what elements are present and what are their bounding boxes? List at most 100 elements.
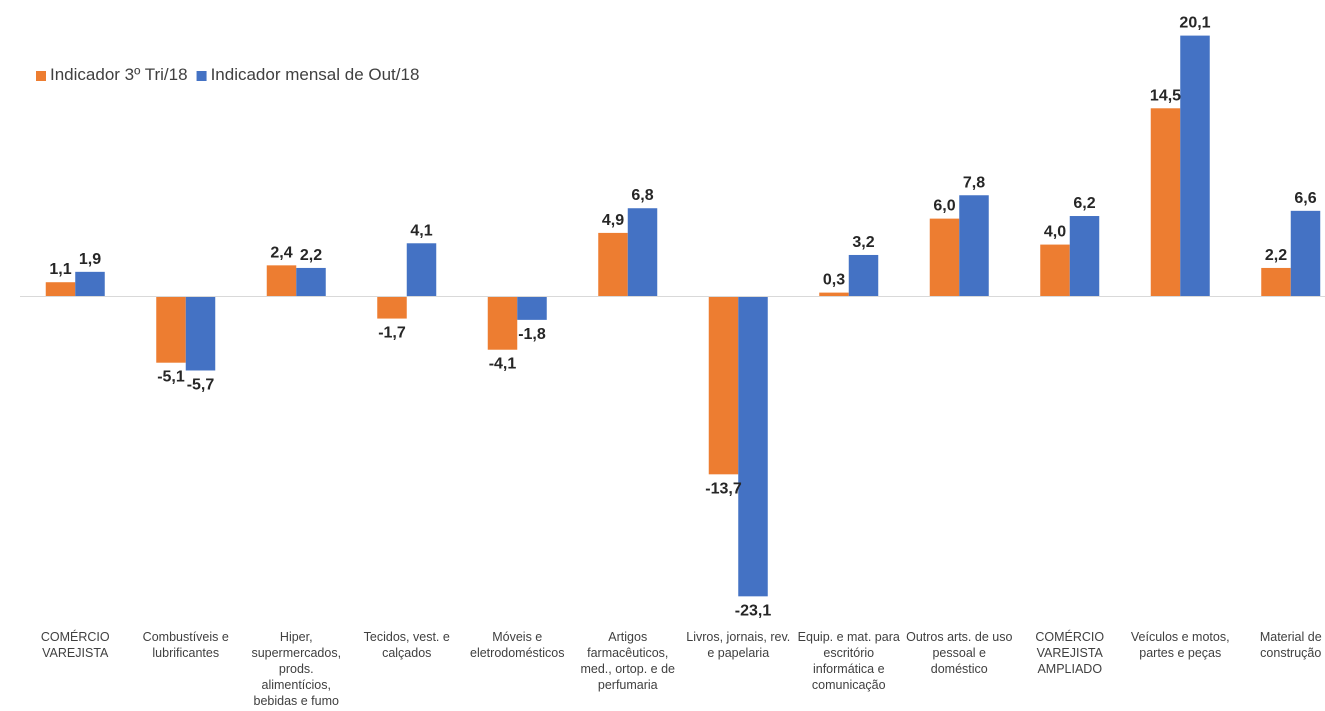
bar-s0-c4 [487,296,518,350]
bar-s0-c3 [377,296,407,319]
category-label-8-line-1: pessoal e [932,646,986,660]
data-label-s0-c4: -4,1 [489,356,517,373]
bar-s0-c0 [45,282,76,297]
data-label-s0-c8: 6,0 [933,198,955,215]
bar-s1-c8 [959,195,989,297]
category-label-0: COMÉRCIO VAREJISTA [41,629,110,660]
category-label-11-line-1: construção [1260,646,1321,660]
category-label-8-line-2: doméstico [931,662,988,676]
data-label-s0-c11: 2,2 [1265,247,1287,264]
legend: Indicador 3º Tri/18 Indicador mensal de O… [36,65,419,84]
category-label-6-line-1: e papelaria [707,646,769,660]
bar-s1-c9 [1069,216,1100,297]
category-label-2-line-2: prods. [279,662,314,676]
bar-s0-c11 [1261,267,1291,297]
category-label-1: Combustíveis e lubrificantes [143,630,229,660]
category-label-5-line-3: perfumaria [598,678,658,692]
bar-s1-c4 [517,296,547,320]
category-label-9-line-1: VAREJISTA [1037,646,1104,660]
bar-s1-c3 [406,243,437,297]
bar-s1-c10 [1180,35,1210,297]
bar-s1-c0 [75,271,105,297]
category-label-8: Outros arts. de uso pessoal e doméstico [906,630,1012,676]
data-label-s1-c2: 2,2 [300,247,322,264]
category-label-6: Livros, jornais, rev. e papelaria [686,630,790,660]
data-label-s0-c2: 2,4 [270,244,292,261]
bar-s1-c2 [296,267,326,297]
data-label-s1-c8: 7,8 [963,174,985,191]
bar-s1-c5 [627,208,658,297]
category-label-5: Artigos farmacêuticos, med., ortop. e de pe… [580,630,675,692]
category-labels: COMÉRCIO VAREJISTA Combustíveis e lubrifica… [41,629,1322,708]
category-label-7-line-0: Equip. e mat. para [798,630,900,644]
category-label-11: Material de construção [1260,630,1322,660]
category-label-11-line-0: Material de [1260,630,1322,644]
bar-s0-c1 [156,296,186,363]
category-label-3: Tecidos, vest. e calçados [364,630,450,660]
category-label-1-line-1: lubrificantes [152,646,219,660]
legend-swatch-0 [36,71,46,81]
data-label-s1-c7: 3,2 [852,234,874,251]
legend-label-0: Indicador 3º Tri/18 [50,65,188,84]
data-label-s1-c9: 6,2 [1073,195,1095,212]
bar-s1-c7 [848,254,879,297]
category-label-3-line-1: calçados [382,646,431,660]
category-label-3-line-0: Tecidos, vest. e [364,630,450,644]
data-labels: 1,1 1,9 -5,1 -5,7 2,4 2,2 -1,7 4,1 -4,1-1,8 4,9 6,… [49,15,1316,620]
category-label-2-line-1: supermercados, [251,646,341,660]
category-label-7-line-3: comunicação [812,678,886,692]
data-label-s1-c5: 6,8 [631,187,653,204]
category-label-7: Equip. e mat. para escritório informática … [798,630,900,692]
category-label-5-line-1: farmacêuticos, [587,646,668,660]
category-label-10: Veículos e motos, partes e peças [1131,630,1230,660]
bars [45,35,1321,597]
category-label-5-line-0: Artigos [608,630,647,644]
category-label-9: COMÉRCIO VAREJISTA AMPLIADO [1035,629,1104,676]
data-label-s1-c0: 1,9 [79,251,101,268]
category-label-2-line-0: Hiper, [280,630,313,644]
data-label-s0-c5: 4,9 [602,212,624,229]
legend-label-1: Indicador mensal de Out/18 [211,65,420,84]
data-label-s1-c3: 4,1 [410,222,432,239]
data-label-s0-c3: -1,7 [378,325,406,342]
bar-s1-c11 [1290,210,1321,297]
bar-s0-c10 [1150,108,1181,297]
category-label-6-line-0: Livros, jornais, rev. [686,630,790,644]
category-label-7-line-1: escritório [823,646,874,660]
category-label-4-line-0: Móveis e [492,630,542,644]
data-label-s1-c6: -23,1 [735,602,772,619]
data-label-s0-c7: 0,3 [823,272,845,289]
bar-s0-c8 [929,218,960,297]
data-label-s0-c10: 14,5 [1150,87,1181,104]
category-label-0-line-1: VAREJISTA [42,646,109,660]
data-label-s1-c4: -1,8 [518,326,546,343]
legend-swatch-1 [196,71,207,81]
category-label-10-line-0: Veículos e motos, [1131,630,1230,644]
category-label-7-line-2: informática e [813,662,885,676]
category-label-2-line-4: bebidas e fumo [254,694,340,708]
category-label-10-line-1: partes e peças [1139,646,1221,660]
category-label-9-line-2: AMPLIADO [1037,662,1102,676]
data-label-s1-c10: 20,1 [1179,15,1210,32]
data-label-s0-c9: 4,0 [1044,224,1066,241]
bar-s0-c9 [1040,244,1070,297]
data-label-s0-c6: -13,7 [705,480,742,497]
bar-s0-c2 [266,265,297,297]
bar-s0-c7 [819,292,849,297]
category-label-1-line-0: Combustíveis e [143,630,229,644]
category-label-4: Móveis e eletrodomésticos [470,630,565,660]
category-label-0-line-0: COMÉRCIO [41,629,110,644]
data-label-s0-c1: -5,1 [157,369,185,386]
category-label-9-line-0: COMÉRCIO [1035,629,1104,644]
category-label-8-line-0: Outros arts. de uso [906,630,1012,644]
bar-s0-c6 [708,296,739,475]
bar-s1-c1 [185,296,216,371]
data-label-s1-c1: -5,7 [187,376,215,393]
category-label-2-line-3: alimentícios, [262,678,331,692]
category-label-2: Hiper, supermercados, prods. alimentícios, b… [251,630,341,708]
data-label-s0-c0: 1,1 [49,261,71,278]
bar-s0-c5 [598,232,628,297]
category-label-5-line-2: med., ortop. e de [580,662,675,676]
